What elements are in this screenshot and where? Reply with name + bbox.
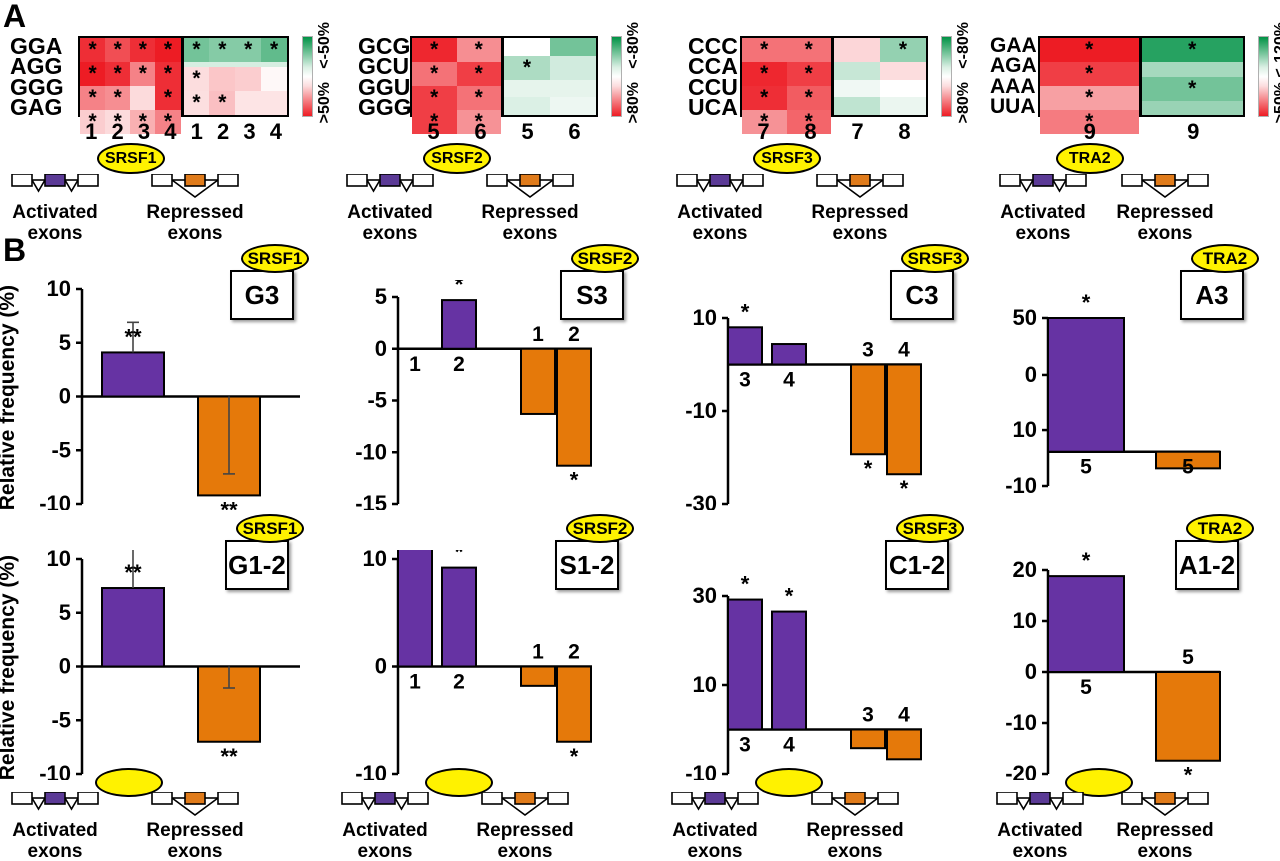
svg-text:*: * — [900, 476, 909, 501]
svg-text:10: 10 — [47, 550, 71, 571]
svg-text:5: 5 — [1080, 676, 1092, 699]
svg-text:10: 10 — [363, 550, 387, 571]
svg-text:30: 30 — [693, 583, 717, 608]
svg-text:5: 5 — [1182, 456, 1194, 479]
svg-text:4: 4 — [898, 704, 910, 727]
svg-text:10: 10 — [1013, 608, 1037, 633]
svg-text:5: 5 — [59, 330, 71, 355]
svg-text:*: * — [864, 456, 873, 481]
svg-text:0: 0 — [59, 654, 71, 679]
svg-text:-10: -10 — [355, 761, 387, 780]
svg-text:10: 10 — [693, 672, 717, 697]
svg-text:**: ** — [220, 497, 238, 510]
svg-text:20: 20 — [1013, 557, 1037, 582]
svg-text:-10: -10 — [39, 491, 71, 510]
svg-text:-10: -10 — [39, 761, 71, 780]
svg-text:3: 3 — [862, 339, 874, 362]
svg-text:**: ** — [124, 324, 142, 349]
svg-text:4: 4 — [783, 734, 795, 757]
svg-text:**: ** — [220, 744, 238, 769]
svg-text:2: 2 — [568, 641, 580, 664]
svg-text:1: 1 — [409, 353, 421, 376]
svg-text:4: 4 — [898, 339, 910, 362]
svg-text:*: * — [741, 299, 750, 324]
svg-text:0: 0 — [375, 654, 387, 679]
svg-text:5: 5 — [1080, 456, 1092, 479]
svg-text:0: 0 — [1025, 362, 1037, 387]
svg-text:-20: -20 — [1005, 761, 1037, 780]
svg-text:*: * — [1082, 550, 1091, 573]
svg-text:4: 4 — [783, 369, 795, 392]
svg-text:10: 10 — [1013, 417, 1037, 442]
svg-text:*: * — [1082, 290, 1091, 315]
svg-text:-5: -5 — [367, 388, 387, 413]
svg-text:-10: -10 — [685, 761, 717, 780]
svg-text:3: 3 — [862, 704, 874, 727]
svg-text:*: * — [741, 572, 750, 597]
svg-text:1: 1 — [532, 323, 544, 346]
svg-text:0: 0 — [59, 384, 71, 409]
svg-text:-10: -10 — [355, 439, 387, 464]
svg-text:0: 0 — [375, 336, 387, 361]
svg-text:-10: -10 — [1005, 473, 1037, 498]
svg-text:2: 2 — [453, 353, 465, 376]
svg-text:5: 5 — [375, 284, 387, 309]
svg-text:-10: -10 — [685, 398, 717, 423]
svg-text:-15: -15 — [355, 491, 387, 510]
svg-text:10: 10 — [47, 280, 71, 301]
svg-text:3: 3 — [739, 369, 751, 392]
svg-text:*: * — [455, 280, 464, 297]
svg-text:*: * — [1184, 763, 1193, 780]
svg-text:*: * — [455, 550, 464, 565]
svg-text:-5: -5 — [51, 437, 71, 462]
svg-text:*: * — [570, 468, 579, 493]
svg-text:**: ** — [124, 560, 142, 585]
svg-text:5: 5 — [1182, 646, 1194, 669]
svg-text:0: 0 — [1025, 659, 1037, 684]
svg-text:50: 50 — [1013, 305, 1037, 330]
svg-text:-10: -10 — [1005, 710, 1037, 735]
svg-text:10: 10 — [693, 305, 717, 330]
svg-text:*: * — [785, 584, 794, 609]
svg-text:3: 3 — [739, 734, 751, 757]
svg-text:1: 1 — [409, 671, 421, 694]
svg-text:*: * — [570, 744, 579, 769]
svg-text:5: 5 — [59, 600, 71, 625]
svg-text:-5: -5 — [51, 707, 71, 732]
svg-text:2: 2 — [453, 671, 465, 694]
svg-text:-30: -30 — [685, 491, 717, 510]
svg-text:1: 1 — [532, 641, 544, 664]
